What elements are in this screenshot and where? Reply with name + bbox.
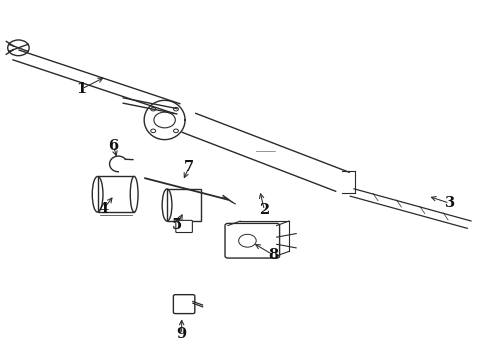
FancyBboxPatch shape bbox=[225, 224, 280, 258]
Ellipse shape bbox=[130, 176, 138, 212]
Bar bbox=[167, 189, 201, 221]
Text: 3: 3 bbox=[444, 196, 455, 210]
FancyBboxPatch shape bbox=[173, 295, 195, 314]
Text: 1: 1 bbox=[76, 82, 87, 96]
Text: 4: 4 bbox=[98, 202, 109, 216]
Text: 2: 2 bbox=[259, 203, 270, 217]
FancyBboxPatch shape bbox=[176, 220, 193, 233]
Bar bbox=[98, 176, 134, 212]
Text: 9: 9 bbox=[176, 327, 187, 341]
Text: 5: 5 bbox=[172, 218, 182, 231]
Text: 8: 8 bbox=[268, 248, 278, 262]
Text: 7: 7 bbox=[184, 161, 194, 175]
Text: 6: 6 bbox=[108, 139, 119, 153]
